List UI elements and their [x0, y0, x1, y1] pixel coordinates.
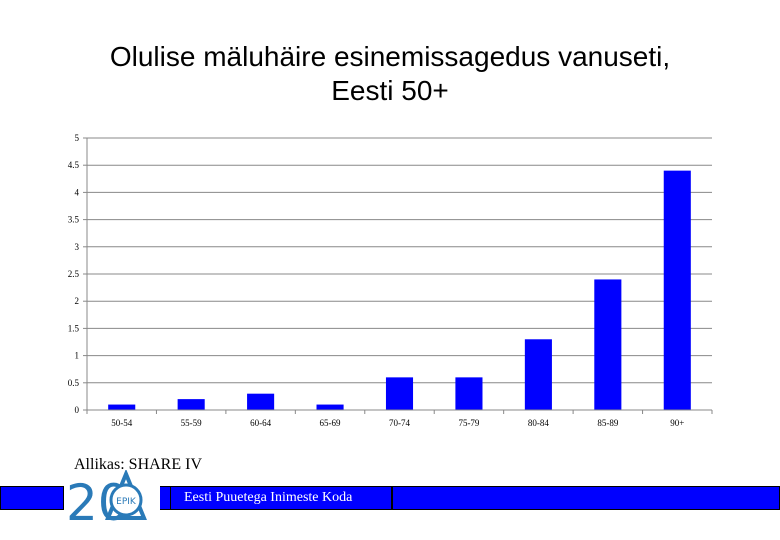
y-axis-ticks: 0 0.5 1 1.5 2 2.5 3 3.5 4 4.5 5 [68, 133, 80, 415]
bar [108, 404, 136, 410]
x-tick-label: 60-64 [250, 418, 271, 428]
source-note: Allikas: SHARE IV [74, 456, 202, 473]
x-tick-label: 65-69 [320, 418, 341, 428]
bar [663, 170, 691, 410]
logo-circle [109, 483, 143, 517]
bar [455, 377, 483, 410]
y-tick-label: 3.5 [68, 215, 80, 225]
y-tick-label: 3 [75, 242, 80, 252]
y-tick-label: 0.5 [68, 378, 80, 388]
bar [316, 404, 344, 410]
y-tick-label: 5 [75, 133, 80, 143]
footer-bar-segment [170, 487, 392, 509]
bars [108, 170, 691, 410]
x-tick-label: 55-59 [181, 418, 202, 428]
bar-chart: 0 0.5 1 1.5 2 2.5 3 3.5 4 4.5 5 50-54 55-59 60-64 65-… [68, 133, 713, 428]
x-tick-label: 90+ [670, 418, 684, 428]
epik-logo: 20 EPIK [64, 470, 160, 526]
y-tick-label: 0 [75, 405, 80, 415]
chart-title: Olulise mäluhäire esinemissagedus vanuse… [40, 40, 740, 108]
x-tick-label: 75-79 [458, 418, 479, 428]
organization-name: Eesti Puuetega Inimeste Koda [184, 490, 353, 505]
x-tick-label: 70-74 [389, 418, 410, 428]
chart-title-line-1: Olulise mäluhäire esinemissagedus vanuse… [109, 41, 671, 72]
bar [177, 399, 205, 410]
y-tick-label: 2.5 [68, 269, 80, 279]
footer-bar-segment [0, 487, 64, 509]
footer-bar-segment [392, 487, 780, 509]
x-axis-ticks: 50-54 55-59 60-64 65-69 70-74 75-79 80-84 85-89… [111, 418, 684, 428]
x-tick-label: 85-89 [597, 418, 618, 428]
y-tick-label: 4 [75, 187, 80, 197]
chart-title-line-2: Eesti 50+ [331, 75, 449, 106]
y-tick-label: 2 [75, 296, 80, 306]
y-tick-label: 1 [75, 351, 80, 361]
bar [247, 393, 275, 410]
axes [83, 137, 713, 414]
bar [385, 377, 414, 410]
bar [594, 279, 622, 410]
x-tick-label: 80-84 [528, 418, 549, 428]
y-tick-label: 1.5 [68, 323, 80, 333]
logo-abbreviation: EPIK [116, 497, 137, 507]
y-tick-label: 4.5 [68, 160, 80, 170]
x-tick-label: 50-54 [111, 418, 132, 428]
bar [524, 339, 552, 410]
